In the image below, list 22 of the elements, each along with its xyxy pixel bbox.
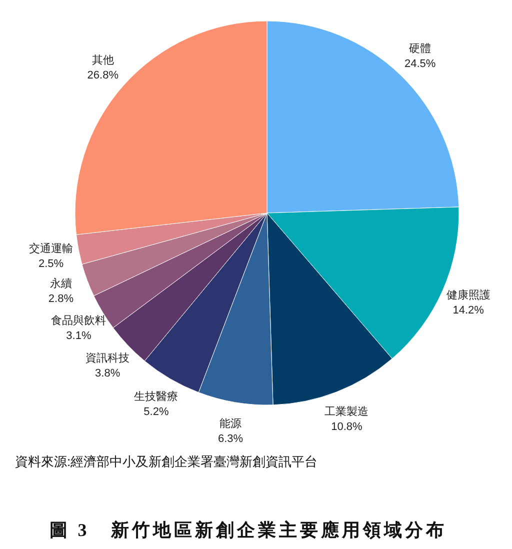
data-label: 5.2%	[144, 406, 169, 418]
slice-label: 工業製造	[324, 405, 369, 418]
slice-label: 資訊科技	[86, 352, 130, 365]
data-label: 10.8%	[331, 421, 363, 434]
data-label: 3.8%	[95, 368, 120, 380]
data-label: 2.5%	[38, 258, 64, 270]
slice-label: 生技醫療	[134, 390, 178, 404]
slice-label: 交通運輸	[29, 242, 74, 255]
slice-label: 食品與飲料	[51, 314, 106, 327]
data-label: 24.5%	[404, 58, 436, 70]
slice-label: 硬體	[409, 43, 432, 56]
slice-label: 永續	[50, 277, 72, 290]
slice-label: 能源	[220, 416, 242, 430]
data-label: 26.8%	[87, 69, 119, 82]
slice-label: 健康照護	[446, 288, 490, 302]
source-note: 資料來源:經濟部中小及新創企業署臺灣新創資訊平台	[15, 453, 318, 471]
data-label: 6.3%	[218, 432, 244, 445]
slice-label: 其他	[92, 53, 114, 66]
data-label: 3.1%	[66, 330, 92, 342]
data-label: 14.2%	[452, 304, 484, 317]
text: 圖 3 新竹地區新創企業主要應用領域分布	[48, 519, 448, 542]
data-label: 2.8%	[48, 293, 74, 306]
